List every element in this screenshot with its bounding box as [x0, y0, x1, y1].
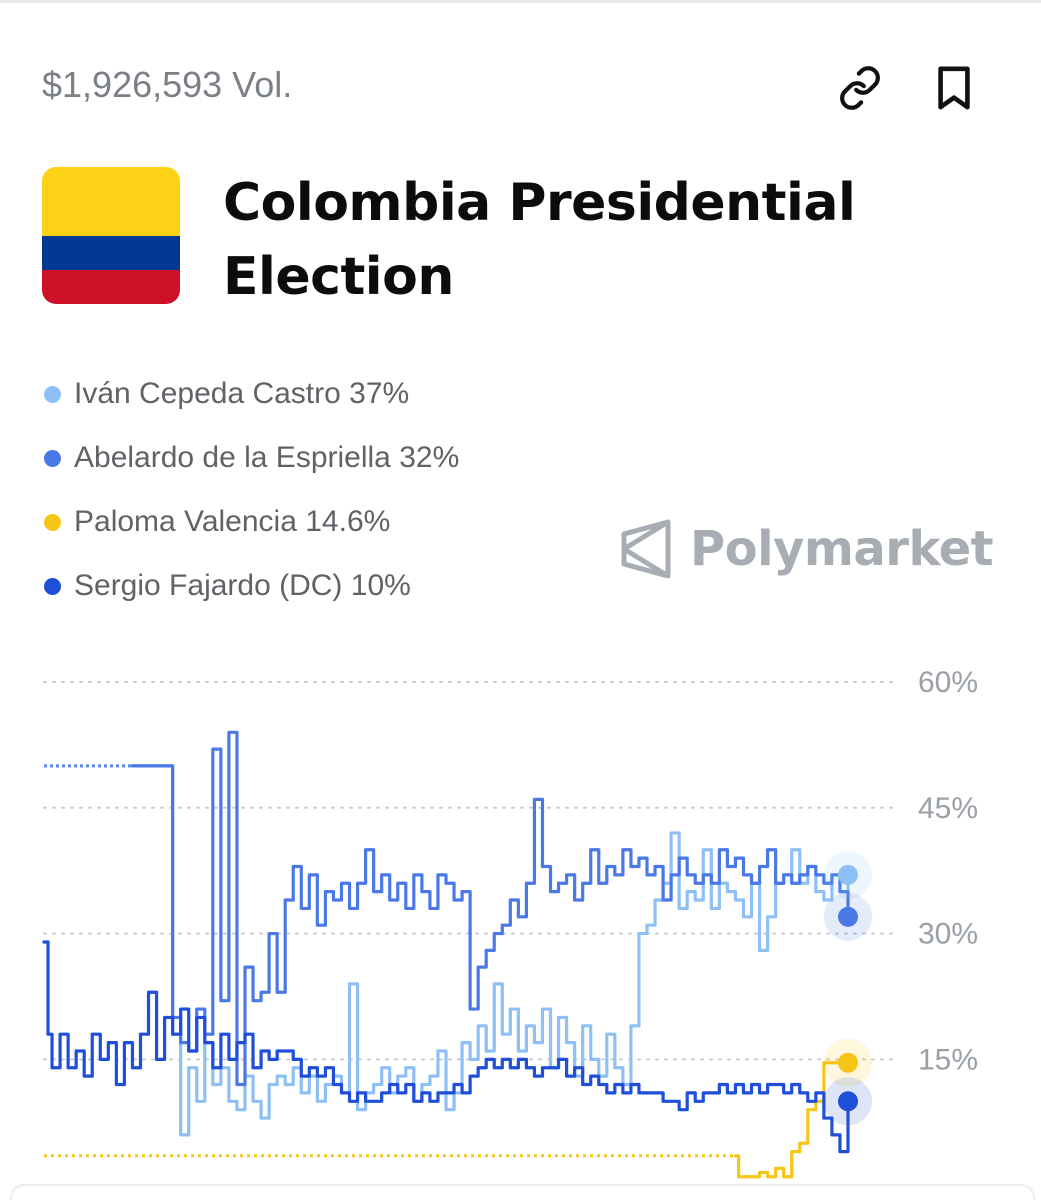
flag-blue-band — [42, 235, 180, 270]
chart-legend: Iván Cepeda Castro 37% Abelardo de la Esp… — [44, 362, 459, 618]
legend-item[interactable]: Abelardo de la Espriella 32% — [44, 426, 459, 490]
y-tick-label: 15% — [918, 1043, 978, 1076]
legend-label: Paloma Valencia 14.6% — [74, 505, 391, 538]
series-end-marker — [838, 906, 858, 927]
link-icon[interactable] — [836, 64, 884, 112]
legend-dot — [44, 577, 61, 595]
bookmark-icon[interactable] — [930, 64, 978, 112]
polymarket-logo-icon — [621, 519, 671, 579]
series-end-marker — [838, 1091, 858, 1112]
polymarket-watermark: Polymarket — [618, 518, 994, 580]
bottom-card-edge — [10, 1184, 1035, 1200]
series-line — [130, 730, 850, 1087]
series-line — [130, 764, 850, 1137]
legend-dot — [44, 513, 61, 531]
legend-dot — [44, 385, 61, 403]
price-chart[interactable]: 60% 45% 30% 15% — [0, 640, 1041, 1185]
legend-item[interactable]: Sergio Fajardo (DC) 10% — [44, 554, 459, 618]
legend-label: Sergio Fajardo (DC) 10% — [74, 569, 411, 602]
watermark-text: Polymarket — [690, 521, 994, 577]
legend-item[interactable]: Paloma Valencia 14.6% — [44, 490, 459, 554]
volume-label: $1,926,593 Vol. — [42, 64, 293, 105]
series-end-marker — [838, 1052, 858, 1073]
y-tick-label: 30% — [918, 918, 978, 951]
legend-label: Abelardo de la Espriella 32% — [74, 441, 460, 474]
series-end-marker — [838, 864, 858, 885]
legend-item[interactable]: Iván Cepeda Castro 37% — [44, 362, 459, 426]
flag-red-band — [42, 269, 180, 304]
y-tick-label: 45% — [918, 792, 978, 825]
colombia-flag-icon — [42, 167, 180, 304]
legend-label: Iván Cepeda Castro 37% — [74, 377, 410, 410]
market-title: Colombia Presidential Election — [223, 173, 856, 307]
series-line — [42, 940, 850, 1154]
legend-dot — [44, 449, 61, 467]
flag-yellow-band — [42, 167, 180, 236]
y-tick-label: 60% — [918, 666, 978, 699]
top-divider — [0, 0, 1041, 3]
